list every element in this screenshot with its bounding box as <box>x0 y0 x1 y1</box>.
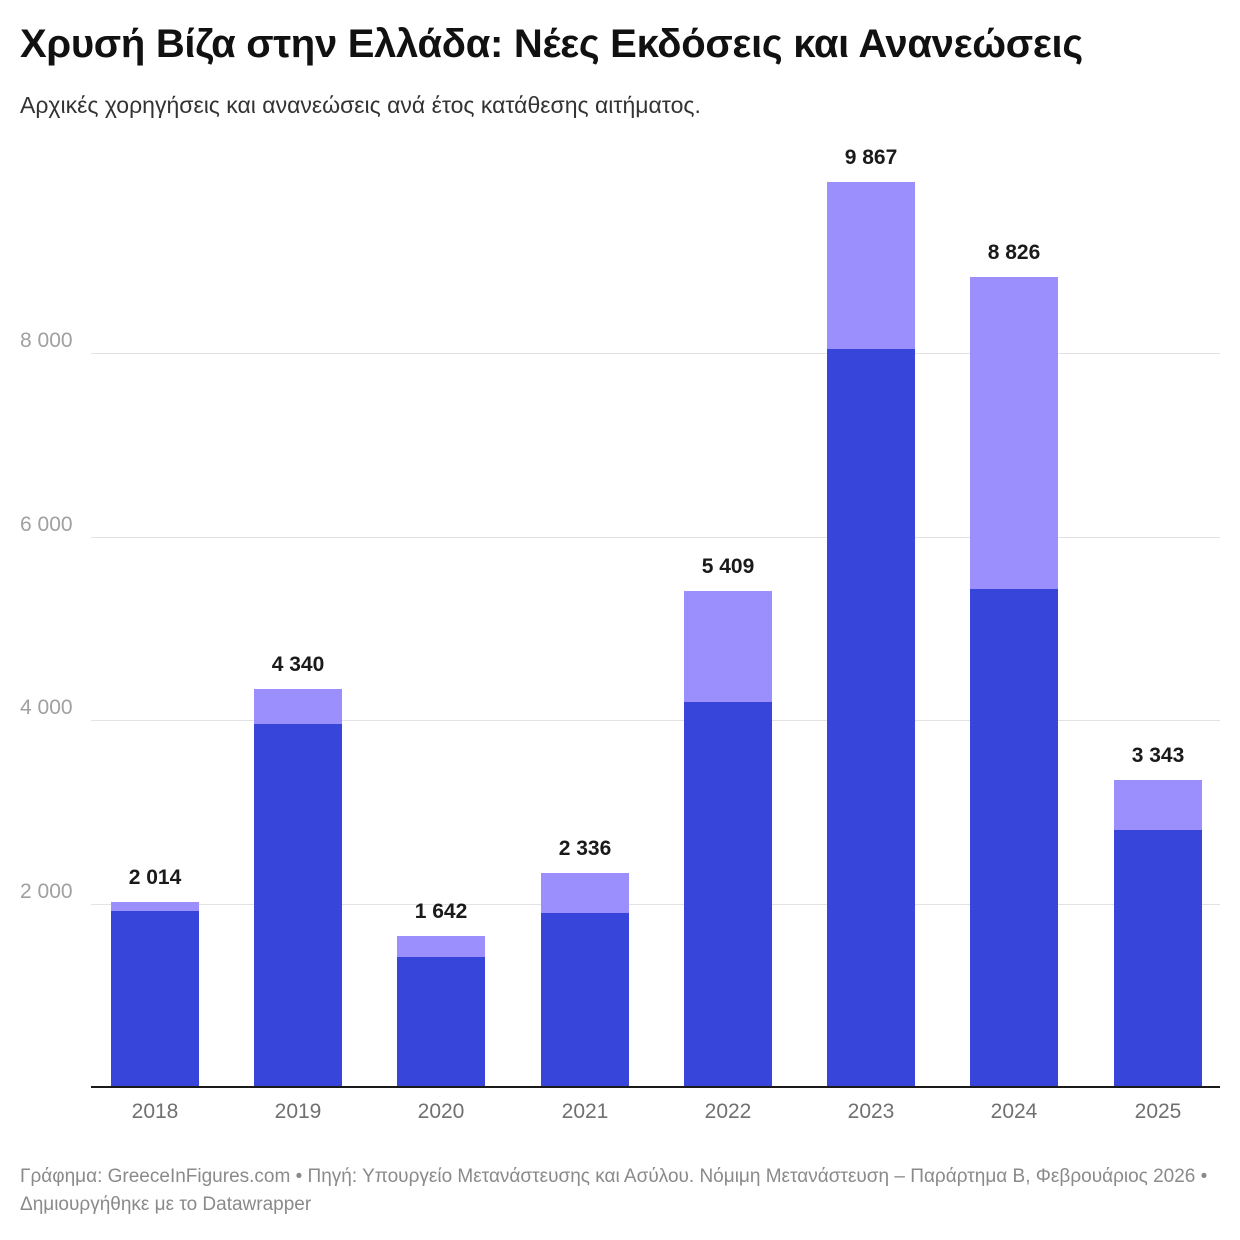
x-tick-label: 2019 <box>274 1100 322 1123</box>
bar-segment-initial-grants <box>397 956 485 1087</box>
chart-title: Χρυσή Βίζα στην Ελλάδα: Νέες Εκδόσεις κα… <box>20 22 1083 66</box>
bar-2019 <box>254 688 342 1087</box>
x-axis-line <box>91 1086 1220 1088</box>
bar-total-label: 9 867 <box>844 145 898 169</box>
bar-segment-initial-grants <box>541 912 629 1087</box>
x-tick-label: 2025 <box>1134 1100 1182 1123</box>
y-tick-label: 4 000 <box>20 696 73 719</box>
bar-segment-renewals <box>254 688 342 725</box>
bar-segment-renewals <box>684 590 772 702</box>
bar-2023 <box>827 181 915 1087</box>
bar-segment-initial-grants <box>111 911 199 1087</box>
x-tick-label: 2018 <box>131 1100 179 1123</box>
bar-total-label: 1 642 <box>414 900 468 924</box>
x-tick-label: 2021 <box>561 1100 609 1123</box>
gridline-6000 <box>91 537 1220 538</box>
bar-segment-renewals <box>111 902 199 911</box>
bar-total-label: 8 826 <box>987 241 1041 265</box>
bar-segment-renewals <box>397 936 485 957</box>
bar-segment-renewals <box>827 181 915 349</box>
bar-2020 <box>397 936 485 1087</box>
bar-segment-initial-grants <box>684 702 772 1087</box>
bar-total-label: 4 340 <box>271 652 325 676</box>
bar-total-label: 2 014 <box>128 866 182 890</box>
bar-segment-initial-grants <box>254 724 342 1087</box>
bar-segment-renewals <box>541 872 629 913</box>
x-tick-label: 2020 <box>417 1100 465 1123</box>
bar-total-label: 2 336 <box>558 836 612 860</box>
bar-segment-initial-grants <box>827 348 915 1087</box>
bar-total-label: 5 409 <box>701 554 755 578</box>
bar-segment-initial-grants <box>1114 829 1202 1087</box>
y-tick-label: 8 000 <box>20 329 73 352</box>
bar-segment-renewals <box>1114 780 1202 830</box>
bar-segment-renewals <box>970 277 1058 589</box>
bar-2022 <box>684 590 772 1087</box>
x-tick-label: 2023 <box>847 1100 895 1123</box>
gridline-4000 <box>91 720 1220 721</box>
bar-2025 <box>1114 780 1202 1087</box>
gridline-2000 <box>91 904 1220 905</box>
y-tick-label: 2 000 <box>20 880 73 903</box>
chart-footer-source: Γράφημα: GreeceInFigures.com • Πηγή: Υπο… <box>20 1166 1208 1215</box>
chart-subtitle: Αρχικές χορηγήσεις και ανανεώσεις ανά έτ… <box>20 92 701 118</box>
x-tick-label: 2024 <box>990 1100 1038 1123</box>
bar-total-label: 3 343 <box>1131 744 1185 768</box>
bar-segment-initial-grants <box>970 588 1058 1087</box>
x-tick-label: 2022 <box>704 1100 752 1123</box>
bar-2024 <box>970 277 1058 1087</box>
gridline-8000 <box>91 353 1220 354</box>
bar-2018 <box>111 902 199 1087</box>
bar-2021 <box>541 872 629 1087</box>
y-tick-label: 6 000 <box>20 513 73 536</box>
